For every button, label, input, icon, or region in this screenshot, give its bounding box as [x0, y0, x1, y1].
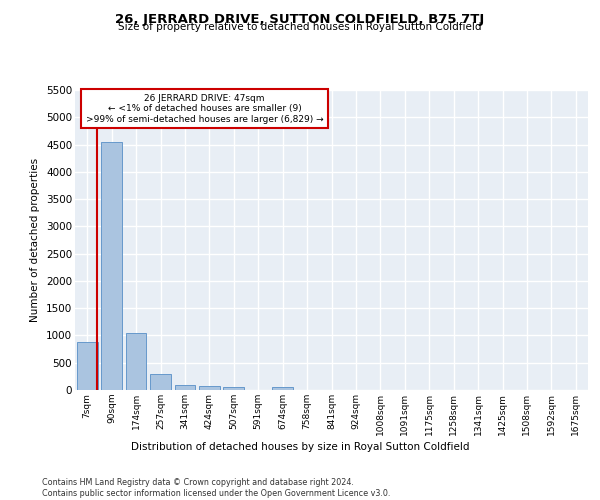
- Bar: [272, 387, 293, 390]
- Bar: [199, 386, 220, 390]
- Text: 26 JERRARD DRIVE: 47sqm
← <1% of detached houses are smaller (9)
>99% of semi-de: 26 JERRARD DRIVE: 47sqm ← <1% of detache…: [86, 94, 323, 124]
- Bar: [175, 385, 196, 390]
- Text: Size of property relative to detached houses in Royal Sutton Coldfield: Size of property relative to detached ho…: [118, 22, 482, 32]
- Bar: [125, 332, 146, 390]
- Text: 26, JERRARD DRIVE, SUTTON COLDFIELD, B75 7TJ: 26, JERRARD DRIVE, SUTTON COLDFIELD, B75…: [115, 12, 485, 26]
- Y-axis label: Number of detached properties: Number of detached properties: [31, 158, 40, 322]
- Text: Contains HM Land Registry data © Crown copyright and database right 2024.
Contai: Contains HM Land Registry data © Crown c…: [42, 478, 391, 498]
- Bar: [150, 374, 171, 390]
- Bar: [101, 142, 122, 390]
- Bar: [223, 387, 244, 390]
- Bar: [77, 342, 98, 390]
- Text: Distribution of detached houses by size in Royal Sutton Coldfield: Distribution of detached houses by size …: [131, 442, 469, 452]
